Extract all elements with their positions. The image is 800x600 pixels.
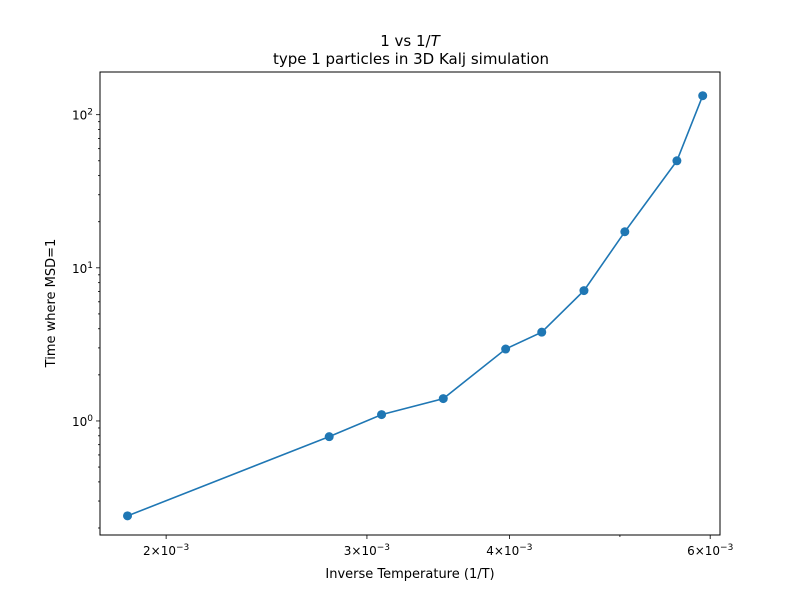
data-point <box>438 394 448 404</box>
y-axis-label: Time where MSD=1 <box>44 239 59 369</box>
x-axis-label: Inverse Temperature (1/T) <box>325 567 494 582</box>
data-point <box>672 156 682 166</box>
x-tick-label: 2×10−3 <box>143 543 189 558</box>
data-point <box>620 227 630 237</box>
data-point <box>698 91 708 101</box>
data-point <box>579 286 589 296</box>
x-tick-label: 6×10−3 <box>687 543 733 558</box>
chart-title: 1 vs 1/T <box>380 32 441 50</box>
x-tick-label: 3×10−3 <box>344 543 390 558</box>
x-tick-label: 4×10−3 <box>486 543 532 558</box>
data-point <box>501 344 511 354</box>
axes-frame <box>99 71 721 536</box>
data-point <box>537 327 547 337</box>
data-point <box>324 432 334 442</box>
series-line <box>127 95 704 517</box>
y-tick-label: 100 <box>72 414 93 429</box>
y-tick-label: 101 <box>72 261 93 276</box>
data-point <box>123 511 133 521</box>
y-tick-label: 102 <box>72 108 93 123</box>
data-point <box>377 410 387 420</box>
chart-subtitle: type 1 particles in 3D Kalj simulation <box>273 50 549 68</box>
plot-area: 2×10−3 3×10−3 4×10−3 6×10−3 100 101 102 <box>72 91 733 558</box>
